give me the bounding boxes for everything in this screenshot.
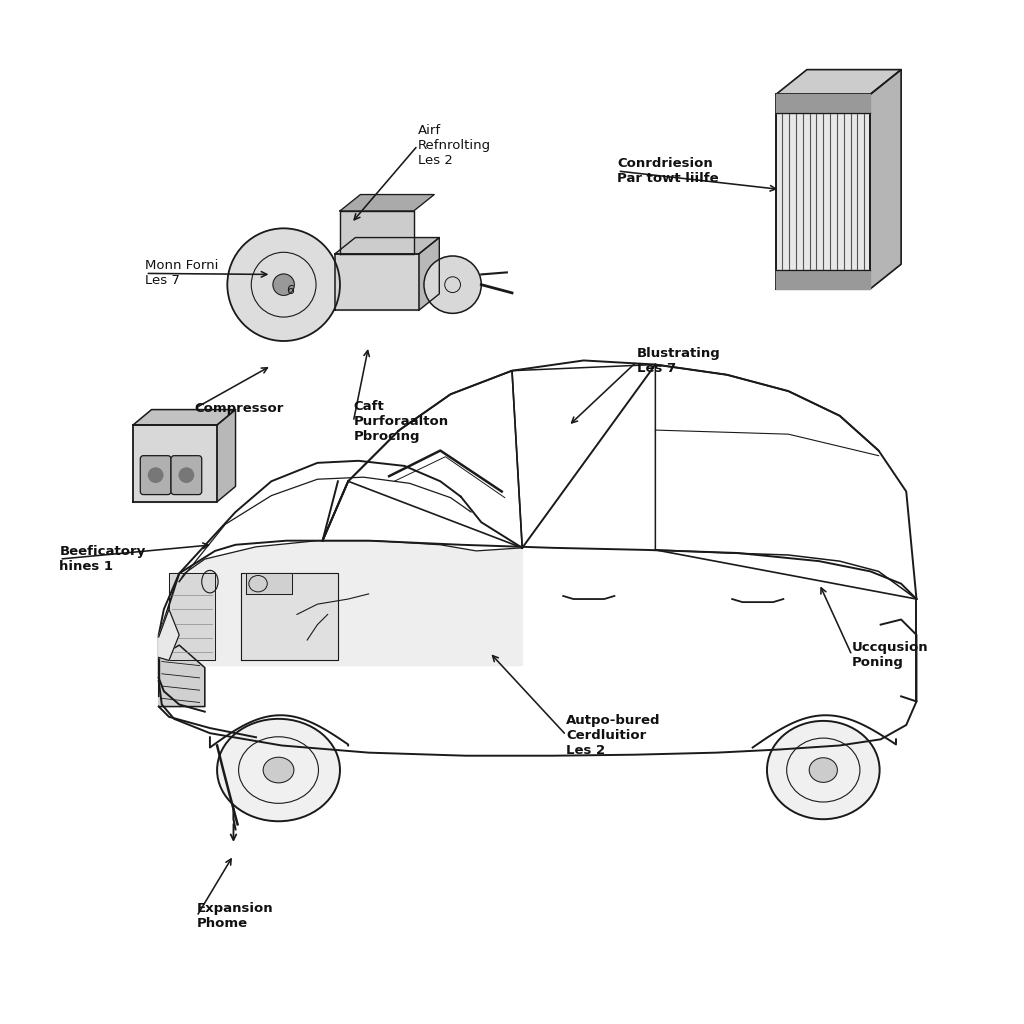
Polygon shape	[340, 195, 434, 211]
Polygon shape	[217, 410, 236, 502]
Text: Expansion
Phome: Expansion Phome	[197, 902, 273, 931]
Polygon shape	[179, 541, 522, 666]
Polygon shape	[870, 70, 901, 289]
Text: Airf
Refnrolting
Les 2: Airf Refnrolting Les 2	[418, 124, 490, 167]
Ellipse shape	[273, 274, 294, 295]
Circle shape	[179, 468, 194, 482]
Polygon shape	[776, 94, 870, 113]
Polygon shape	[246, 573, 292, 594]
Ellipse shape	[424, 256, 481, 313]
Polygon shape	[241, 573, 338, 660]
Ellipse shape	[227, 228, 340, 341]
Text: Autpo-bured
Cerdluitior
Les 2: Autpo-bured Cerdluitior Les 2	[566, 714, 660, 757]
Polygon shape	[159, 609, 179, 660]
Polygon shape	[133, 410, 236, 425]
Polygon shape	[335, 238, 439, 254]
Polygon shape	[335, 254, 419, 310]
Polygon shape	[133, 425, 217, 502]
FancyBboxPatch shape	[171, 456, 202, 495]
Text: Blustrating
Les 7: Blustrating Les 7	[637, 347, 721, 376]
Ellipse shape	[263, 758, 294, 782]
Polygon shape	[776, 270, 870, 289]
Ellipse shape	[217, 719, 340, 821]
Polygon shape	[776, 70, 901, 94]
Text: Monn Forni
Les 7: Monn Forni Les 7	[145, 259, 219, 288]
Polygon shape	[169, 573, 215, 660]
Polygon shape	[776, 94, 870, 289]
FancyBboxPatch shape	[140, 456, 171, 495]
Polygon shape	[340, 211, 414, 254]
Text: Uccqusion
Poning: Uccqusion Poning	[852, 641, 929, 670]
Circle shape	[148, 468, 163, 482]
Ellipse shape	[202, 570, 218, 593]
Polygon shape	[159, 645, 205, 707]
Text: Compressor: Compressor	[195, 402, 284, 415]
Text: 6: 6	[286, 285, 294, 297]
Ellipse shape	[767, 721, 880, 819]
Text: Caft
Purforaalton
Pbrocing: Caft Purforaalton Pbrocing	[353, 400, 449, 443]
Text: Beeficatory
hines 1: Beeficatory hines 1	[59, 545, 145, 573]
Polygon shape	[419, 238, 439, 310]
Text: Conrdriesion
Par towt liilfe: Conrdriesion Par towt liilfe	[617, 157, 719, 185]
Ellipse shape	[809, 758, 838, 782]
